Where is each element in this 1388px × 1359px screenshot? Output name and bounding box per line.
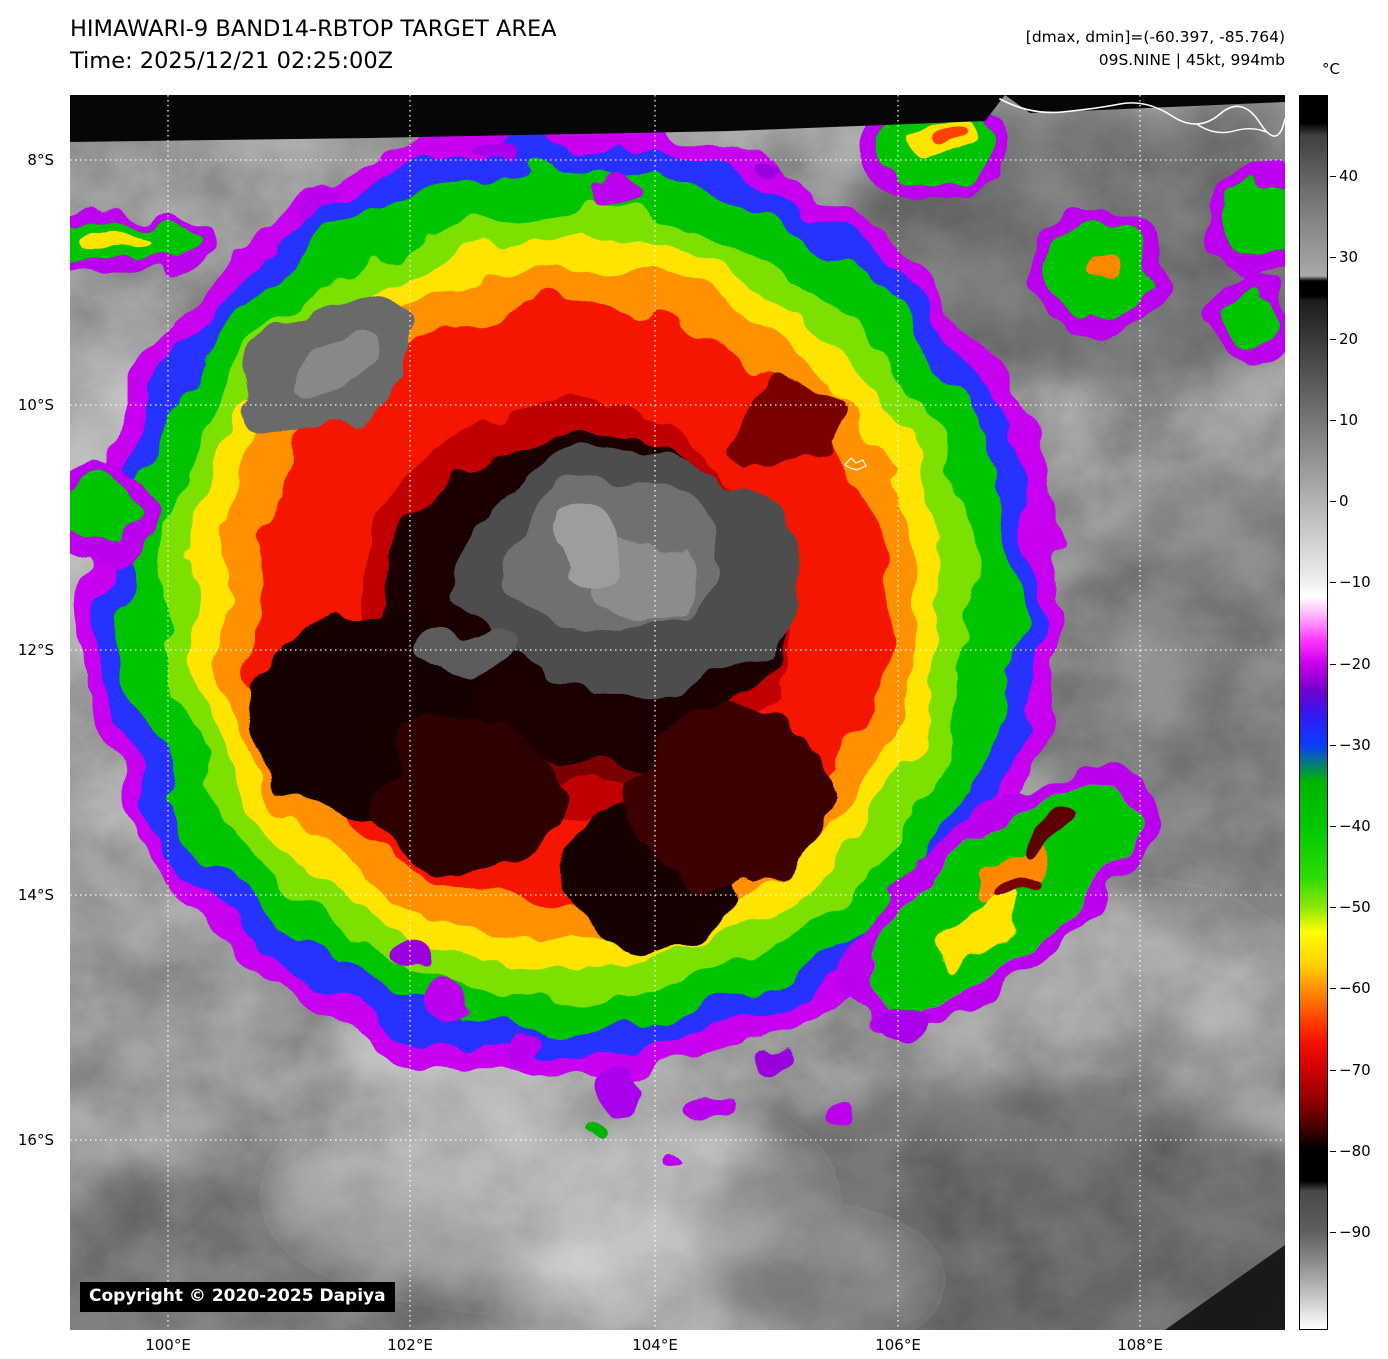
colorbar-tick-label: −50 <box>1330 898 1371 916</box>
colorbar-tick-label: 20 <box>1329 330 1359 348</box>
lat-label-14s: 14°S <box>17 886 54 904</box>
lon-label-100e: 100°E <box>145 1336 191 1354</box>
fringe-cells <box>305 117 927 1163</box>
coastline <box>844 98 1285 471</box>
lat-label-12s: 12°S <box>17 641 54 659</box>
lat-label-10s: 10°S <box>17 396 54 414</box>
cyclone <box>78 122 1062 1078</box>
lat-label-16s: 16°S <box>17 1131 54 1149</box>
lon-label-102e: 102°E <box>387 1336 433 1354</box>
colorbar-tick-label: −20 <box>1330 655 1371 673</box>
colorbar-tick-label: −40 <box>1330 817 1371 835</box>
satellite-image <box>70 95 1285 1330</box>
colorbar-tick-label: −60 <box>1330 979 1371 997</box>
temperature-colorbar <box>1299 95 1328 1330</box>
colorbar-tick-label: 10 <box>1329 411 1359 429</box>
timestamp-label: Time: 2025/12/21 02:25:00Z <box>70 48 394 74</box>
colorbar-tick-label: −30 <box>1330 736 1371 754</box>
page-title: HIMAWARI-9 BAND14-RBTOP TARGET AREA <box>70 16 557 42</box>
longitude-axis: 100°E 102°E 104°E 106°E 108°E <box>70 1330 1285 1358</box>
copyright-badge: Copyright © 2020-2025 Dapiya <box>80 1282 395 1312</box>
colorbar-tick-labels: 40 30 20 10 0 −10 −20 −30 −40 −50 −60 −7… <box>1329 95 1388 1330</box>
colorbar-tick-label: 30 <box>1329 248 1359 266</box>
lon-label-106e: 106°E <box>875 1336 921 1354</box>
colorbar-tick-label: −70 <box>1330 1061 1371 1079</box>
colorbar-tick-label: −90 <box>1330 1223 1371 1241</box>
lon-label-104e: 104°E <box>632 1336 678 1354</box>
satellite-image-panel <box>70 95 1285 1330</box>
latitude-axis: 8°S 10°S 12°S 14°S 16°S <box>0 95 62 1330</box>
lon-label-108e: 108°E <box>1117 1336 1163 1354</box>
colorbar-tick-label: 0 <box>1330 492 1349 510</box>
dmax-dmin-readout: [dmax, dmin]=(-60.397, -85.764) <box>1025 28 1285 46</box>
colorbar-tick-label: 40 <box>1329 167 1359 185</box>
gridlines <box>70 95 1285 1330</box>
colorbar-tick-label: −10 <box>1330 573 1371 591</box>
colorbar-tick-label: −80 <box>1330 1142 1371 1160</box>
lat-label-8s: 8°S <box>27 151 54 169</box>
colorbar-unit-label: °C <box>1322 60 1340 78</box>
storm-info-label: 09S.NINE | 45kt, 994mb <box>1098 51 1285 69</box>
